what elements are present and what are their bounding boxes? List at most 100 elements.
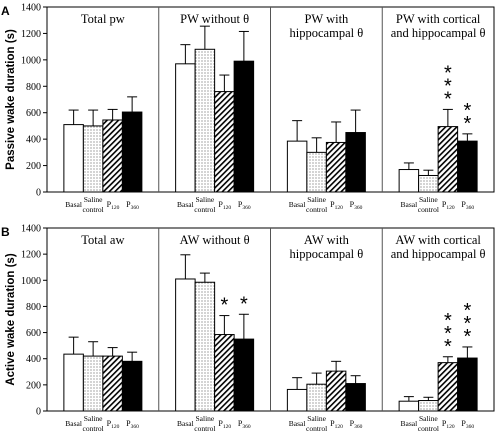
y-axis-label: Active wake duration (s) <box>5 253 17 385</box>
group-title: PW with cortical <box>396 12 481 26</box>
category-label: P360 <box>350 200 363 211</box>
bar <box>418 400 439 412</box>
y-tick-label: 400 <box>26 135 41 146</box>
bar <box>286 140 308 193</box>
y-tick-label: 200 <box>26 161 41 172</box>
y-tick-label: 1200 <box>21 250 41 261</box>
bar <box>214 91 235 193</box>
category-label: Basal <box>289 419 306 428</box>
bar <box>306 151 327 193</box>
bar <box>398 400 420 412</box>
category-label: P120 <box>442 419 455 430</box>
group-title: and hippocampal θ <box>391 247 486 261</box>
group-title: AW with cortical <box>395 233 481 247</box>
category-label: P120 <box>442 200 455 211</box>
category-label: P120 <box>218 200 231 211</box>
bar <box>102 355 123 412</box>
category-label: Basal <box>65 200 82 209</box>
category-label: control <box>306 424 327 433</box>
bar <box>398 169 420 193</box>
bar <box>286 388 308 412</box>
panel-letter: A <box>1 4 10 18</box>
group-title: Total aw <box>81 233 124 247</box>
significance-star: * <box>444 88 452 110</box>
bar <box>121 360 143 412</box>
bar <box>437 362 459 412</box>
category-label: control <box>418 205 439 214</box>
category-label: Basal <box>289 200 306 209</box>
category-label: Saline <box>419 195 438 204</box>
group-title: PW without θ <box>180 12 249 26</box>
bar <box>175 278 196 412</box>
group-title: hippocampal θ <box>290 247 364 261</box>
significance-star: * <box>463 113 471 135</box>
significance-star: * <box>220 295 228 317</box>
category-label: control <box>194 424 215 433</box>
significance-star: * <box>444 336 452 358</box>
category-label: P360 <box>350 419 363 430</box>
bar <box>325 141 347 193</box>
bar <box>214 334 235 412</box>
category-label: Saline <box>419 414 438 423</box>
group-title: and hippocampal θ <box>391 26 486 40</box>
category-label: Saline <box>307 414 326 423</box>
category-label: control <box>418 424 439 433</box>
bar <box>345 132 366 193</box>
category-label: Basal <box>401 419 418 428</box>
category-label: P120 <box>330 200 343 211</box>
panel-a: A Passive wake duration (s) 0 200 400 600 800 1… <box>1 3 495 214</box>
group-title: AW with <box>304 233 350 247</box>
bar <box>194 281 216 412</box>
y-tick-label: 0 <box>36 407 41 418</box>
y-tick-label: 1200 <box>21 29 41 40</box>
category-label: Saline <box>307 195 326 204</box>
group-title: PW with <box>304 12 349 26</box>
significance-star: * <box>463 300 471 322</box>
category-label: P360 <box>126 200 139 211</box>
significance-star: * <box>463 313 471 335</box>
bar <box>457 357 478 412</box>
category-label: Basal <box>401 200 418 209</box>
bar <box>325 370 347 412</box>
y-tick-label: 1400 <box>21 224 41 235</box>
y-tick-label: 400 <box>26 354 41 365</box>
bar <box>233 338 255 412</box>
category-label: Saline <box>84 414 103 423</box>
category-label: control <box>83 205 104 214</box>
bar <box>306 383 327 412</box>
category-label: Basal <box>177 200 194 209</box>
bar <box>63 353 84 412</box>
bar <box>345 383 366 412</box>
category-label: P360 <box>238 419 251 430</box>
group-title: hippocampal θ <box>290 26 364 40</box>
bar <box>175 63 196 193</box>
bar <box>418 174 439 193</box>
bar <box>102 119 123 193</box>
significance-star: * <box>463 326 471 348</box>
y-tick-label: 600 <box>26 108 41 119</box>
significance-star: * <box>444 75 452 97</box>
y-axis-label: Passive wake duration (s) <box>5 29 17 170</box>
category-label: P360 <box>238 200 251 211</box>
significance-star: * <box>444 310 452 332</box>
y-tick-label: 800 <box>26 302 41 313</box>
y-tick-label: 0 <box>36 188 41 199</box>
category-label: P360 <box>461 419 474 430</box>
group-title: AW without θ <box>180 233 250 247</box>
y-tick-label: 1000 <box>21 55 41 66</box>
category-label: P120 <box>107 200 120 211</box>
panel-b: B Active wake duration (s) 0 200 400 600 800 10… <box>1 224 495 433</box>
bar <box>194 48 216 193</box>
category-label: P120 <box>330 419 343 430</box>
category-label: Saline <box>196 195 215 204</box>
significance-star: * <box>463 100 471 122</box>
significance-star: * <box>444 323 452 345</box>
category-label: control <box>306 205 327 214</box>
bar <box>233 60 255 193</box>
